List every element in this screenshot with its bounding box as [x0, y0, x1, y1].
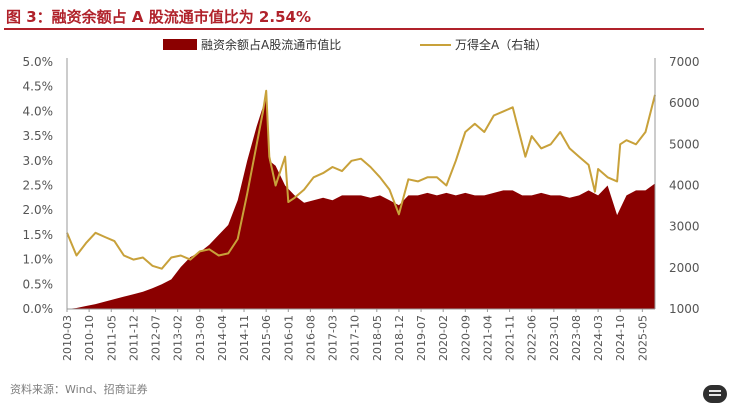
axes: 0.0% 0.5% 1.0% 1.5% 2.0% 2.5% 3.0% 3.5% 4.0% 4.5%…: [23, 55, 700, 361]
y-left-tick-label: 0.5%: [23, 277, 54, 291]
x-tick-label: 2019-07: [415, 315, 428, 361]
y-right-tick-label: 5000: [669, 137, 700, 151]
y-left-tick-label: 5.0%: [23, 55, 54, 69]
legend-label-area: 融资余额占A股流通市值比: [201, 37, 341, 52]
x-tick-label: 2021-04: [481, 315, 494, 361]
x-tick-label: 2017-03: [327, 315, 340, 361]
x-tick-label: 2010-10: [83, 315, 96, 361]
series-line-wind-a: [66, 89, 656, 270]
x-tick-label: 2013-09: [194, 315, 207, 361]
y-right-tick-label: 3000: [669, 220, 700, 234]
figure-title: 图 3：融资余额占 A 股流通市值比为 2.54%: [6, 8, 311, 26]
x-tick-label: 2014-11: [238, 315, 251, 361]
y-left-tick-label: 3.0%: [23, 154, 54, 168]
source-note: 资料来源：Wind、招商证券: [10, 383, 148, 396]
y-right-tick-label: 6000: [669, 96, 700, 110]
x-tick-label: 2024-10: [614, 315, 627, 361]
y-right-tick-label: 2000: [669, 261, 700, 275]
x-tick-label: 2017-10: [349, 315, 362, 361]
legend-swatch-area: [163, 39, 197, 50]
x-tick-label: 2011-05: [105, 315, 118, 361]
x-tick-label: 2020-09: [459, 315, 472, 361]
legend-label-line: 万得全A（右轴）: [455, 37, 547, 52]
x-tick-label: 2025-05: [636, 315, 649, 361]
legend: 融资余额占A股流通市值比 万得全A（右轴）: [163, 37, 547, 52]
x-tick-label: 2012-07: [150, 315, 163, 361]
x-tick-label: 2014-04: [216, 315, 229, 361]
y-left-tick-label: 2.0%: [23, 203, 54, 217]
x-tick-label: 2018-12: [393, 315, 406, 361]
x-tick-label: 2018-05: [371, 315, 384, 361]
title-bar: 图 3：融资余额占 A 股流通市值比为 2.54%: [4, 4, 704, 30]
x-tick-label: 2021-11: [504, 315, 517, 361]
x-tick-label: 2023-08: [570, 315, 583, 361]
x-tick-label: 2022-06: [526, 315, 539, 361]
y-left-tick-label: 4.5%: [23, 80, 54, 94]
menu-icon[interactable]: [703, 385, 727, 403]
x-tick-label: 2016-01: [282, 315, 295, 361]
y-left-tick-label: 1.0%: [23, 253, 54, 267]
y-right-tick-label: 1000: [669, 302, 700, 316]
x-tick-label: 2013-02: [172, 315, 185, 361]
x-tick-label: 2011-12: [127, 315, 140, 361]
x-tick-label: 2024-03: [592, 315, 605, 361]
x-tick-label: 2023-01: [548, 315, 561, 361]
y-left-tick-label: 2.5%: [23, 179, 54, 193]
y-right-tick-label: 4000: [669, 179, 700, 193]
y-left-tick-label: 0.0%: [23, 302, 54, 316]
series-area-margin-ratio: [67, 96, 655, 309]
x-tick-label: 2020-02: [437, 315, 450, 361]
y-left-tick-label: 1.5%: [23, 228, 54, 242]
x-tick-label: 2010-03: [61, 315, 74, 361]
x-tick-label: 2015-06: [260, 315, 273, 361]
y-right-tick-label: 7000: [669, 55, 700, 69]
y-left-tick-label: 3.5%: [23, 129, 54, 143]
x-tick-label: 2016-08: [304, 315, 317, 361]
y-left-tick-label: 4.0%: [23, 104, 54, 118]
plot-area: [66, 89, 656, 309]
